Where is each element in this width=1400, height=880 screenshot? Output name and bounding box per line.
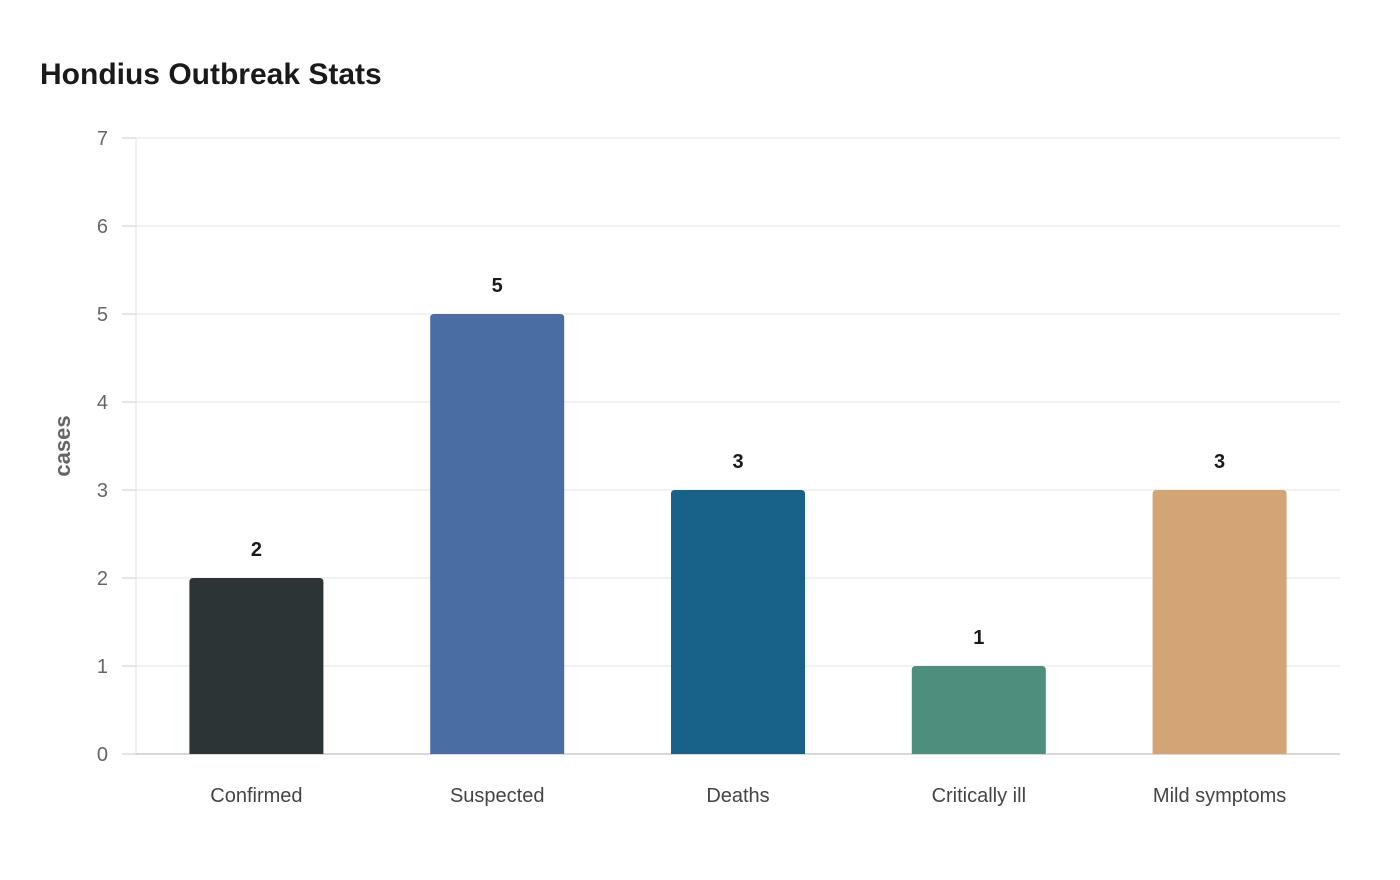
y-tick-label: 6 bbox=[97, 216, 108, 238]
y-tick-label: 4 bbox=[97, 392, 108, 414]
bar-confirmed bbox=[189, 578, 324, 754]
y-tick-label: 7 bbox=[97, 128, 108, 150]
x-tick-label: Deaths bbox=[706, 785, 769, 807]
y-tick-label: 1 bbox=[97, 656, 108, 678]
bar-deaths bbox=[671, 490, 805, 754]
y-tick-label: 5 bbox=[97, 304, 108, 326]
x-tick-labels: Confirmed Suspected Deaths Critically ill Mi… bbox=[210, 785, 1286, 807]
data-label: 5 bbox=[492, 275, 503, 297]
bar-mild-symptoms bbox=[1152, 490, 1287, 754]
data-labels: 2 5 3 1 3 bbox=[251, 275, 1225, 649]
x-tick-label: Confirmed bbox=[210, 785, 302, 807]
data-label: 1 bbox=[973, 627, 984, 649]
x-tick-label: Critically ill bbox=[932, 785, 1026, 807]
x-tick-label: Mild symptoms bbox=[1153, 785, 1286, 807]
y-tick-label: 3 bbox=[97, 480, 108, 502]
y-axis-title: cases bbox=[50, 415, 75, 476]
data-label: 3 bbox=[1214, 451, 1225, 473]
data-label: 3 bbox=[732, 451, 743, 473]
x-tick-label: Suspected bbox=[450, 785, 545, 807]
bar-suspected bbox=[430, 314, 565, 754]
bar-critically-ill bbox=[911, 666, 1046, 754]
y-tick-label: 2 bbox=[97, 568, 108, 590]
chart-title: Hondius Outbreak Stats bbox=[40, 58, 382, 91]
bars bbox=[189, 314, 1287, 754]
y-tick-labels: 0 1 2 3 4 5 6 7 bbox=[97, 128, 108, 766]
y-tick-label: 0 bbox=[97, 744, 108, 766]
data-label: 2 bbox=[251, 539, 262, 561]
